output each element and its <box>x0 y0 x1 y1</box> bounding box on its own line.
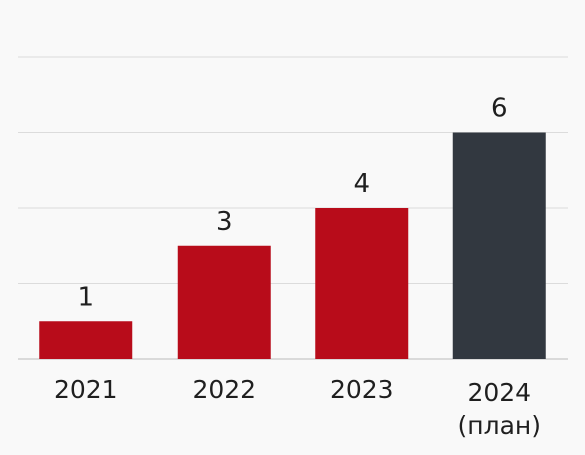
category-label-line: (план) <box>458 411 542 440</box>
category-label-layer: 2021 2022 2023 2024 (план) <box>54 375 541 440</box>
value-label-2023: 4 <box>353 169 370 199</box>
category-label-line: 2022 <box>192 375 256 404</box>
category-label-2023: 2023 <box>330 375 394 404</box>
bar-2022 <box>177 245 271 359</box>
value-label-layer: 1 3 4 6 <box>77 94 507 313</box>
category-label-2022: 2022 <box>192 375 256 404</box>
bar-2023 <box>315 208 409 359</box>
category-label-line: 2021 <box>54 375 118 404</box>
category-label-2021: 2021 <box>54 375 118 404</box>
category-label-2024: 2024 (план) <box>458 378 542 440</box>
value-label-2022: 3 <box>216 207 233 237</box>
category-label-line: 2024 <box>467 378 531 407</box>
bar-2024 <box>452 132 546 359</box>
value-label-2024: 6 <box>491 94 508 124</box>
bar-2021 <box>39 321 133 359</box>
bar-layer <box>39 132 546 359</box>
value-label-2021: 1 <box>77 282 94 312</box>
category-label-line: 2023 <box>330 375 394 404</box>
